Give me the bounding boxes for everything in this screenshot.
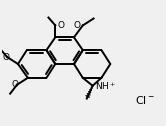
Text: Cl$^-$: Cl$^-$ — [135, 94, 155, 106]
Text: O: O — [57, 21, 64, 30]
Text: NH$^+$: NH$^+$ — [95, 80, 116, 92]
Text: O: O — [12, 80, 19, 89]
Text: O: O — [2, 53, 9, 62]
Text: O: O — [74, 21, 81, 30]
